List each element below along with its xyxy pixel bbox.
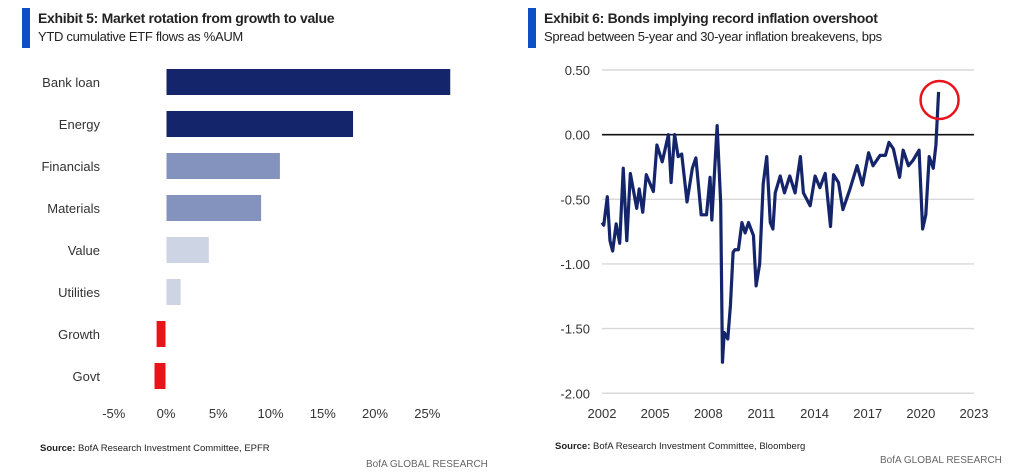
right-chart-title: Exhibit 6: Bonds implying record inflati… bbox=[544, 10, 878, 26]
x-tick-label: 2002 bbox=[588, 406, 617, 421]
bar-growth bbox=[156, 321, 166, 347]
category-label: Materials bbox=[47, 201, 100, 216]
bar-govt bbox=[154, 363, 166, 389]
x-tick-label: 2008 bbox=[694, 406, 723, 421]
series-line bbox=[600, 91, 941, 364]
category-label: Energy bbox=[59, 117, 101, 132]
accent-bar bbox=[22, 8, 30, 48]
category-label: Utilities bbox=[58, 285, 100, 300]
right-source: Source: BofA Research Investment Committ… bbox=[555, 441, 805, 452]
left-chart-subtitle: YTD cumulative ETF flows as %AUM bbox=[38, 29, 243, 44]
bar-bank-loan bbox=[166, 69, 451, 95]
x-tick-label: 0% bbox=[157, 406, 176, 421]
y-tick-label: -2.00 bbox=[560, 386, 590, 401]
y-tick-label: -0.50 bbox=[560, 192, 590, 207]
y-tick-label: -1.50 bbox=[560, 322, 590, 337]
left-brand: BofA GLOBAL RESEARCH bbox=[366, 459, 488, 470]
source-label: Source: bbox=[40, 443, 76, 454]
x-tick-label: 2023 bbox=[960, 406, 989, 421]
accent-bar bbox=[528, 8, 536, 48]
bar-utilities bbox=[166, 279, 181, 305]
source-text: BofA Research Investment Committee, EPFR bbox=[78, 443, 270, 454]
bar-energy bbox=[166, 111, 354, 137]
bar-materials bbox=[166, 195, 262, 221]
x-tick-label: -5% bbox=[102, 406, 126, 421]
x-tick-label: 2005 bbox=[641, 406, 670, 421]
source-label: Source: bbox=[555, 441, 591, 452]
x-tick-label: 10% bbox=[257, 406, 283, 421]
x-tick-label: 2011 bbox=[747, 406, 775, 421]
x-tick-label: 2014 bbox=[800, 406, 829, 421]
x-tick-label: 25% bbox=[414, 406, 440, 421]
source-text: BofA Research Investment Committee, Bloo… bbox=[593, 441, 806, 452]
left-source: Source: BofA Research Investment Committ… bbox=[40, 443, 270, 454]
right-chart-subtitle: Spread between 5-year and 30-year inflat… bbox=[544, 29, 882, 44]
x-tick-label: 20% bbox=[362, 406, 388, 421]
category-label: Govt bbox=[73, 369, 101, 384]
x-tick-label: 2020 bbox=[906, 406, 935, 421]
x-tick-label: 5% bbox=[209, 406, 228, 421]
y-tick-label: -1.00 bbox=[560, 257, 590, 272]
left-chart-title: Exhibit 5: Market rotation from growth t… bbox=[38, 10, 335, 26]
x-tick-label: 2017 bbox=[853, 406, 882, 421]
bar-value bbox=[166, 237, 209, 263]
x-tick-label: 15% bbox=[310, 406, 336, 421]
right-brand: BofA GLOBAL RESEARCH bbox=[880, 455, 1002, 466]
category-label: Bank loan bbox=[42, 75, 100, 90]
y-tick-label: 0.00 bbox=[565, 128, 590, 143]
category-label: Value bbox=[68, 243, 100, 258]
highlight-circle bbox=[919, 79, 960, 121]
bar-financials bbox=[166, 153, 280, 179]
y-tick-label: 0.50 bbox=[565, 63, 590, 78]
category-label: Growth bbox=[58, 327, 100, 342]
category-label: Financials bbox=[41, 159, 100, 174]
